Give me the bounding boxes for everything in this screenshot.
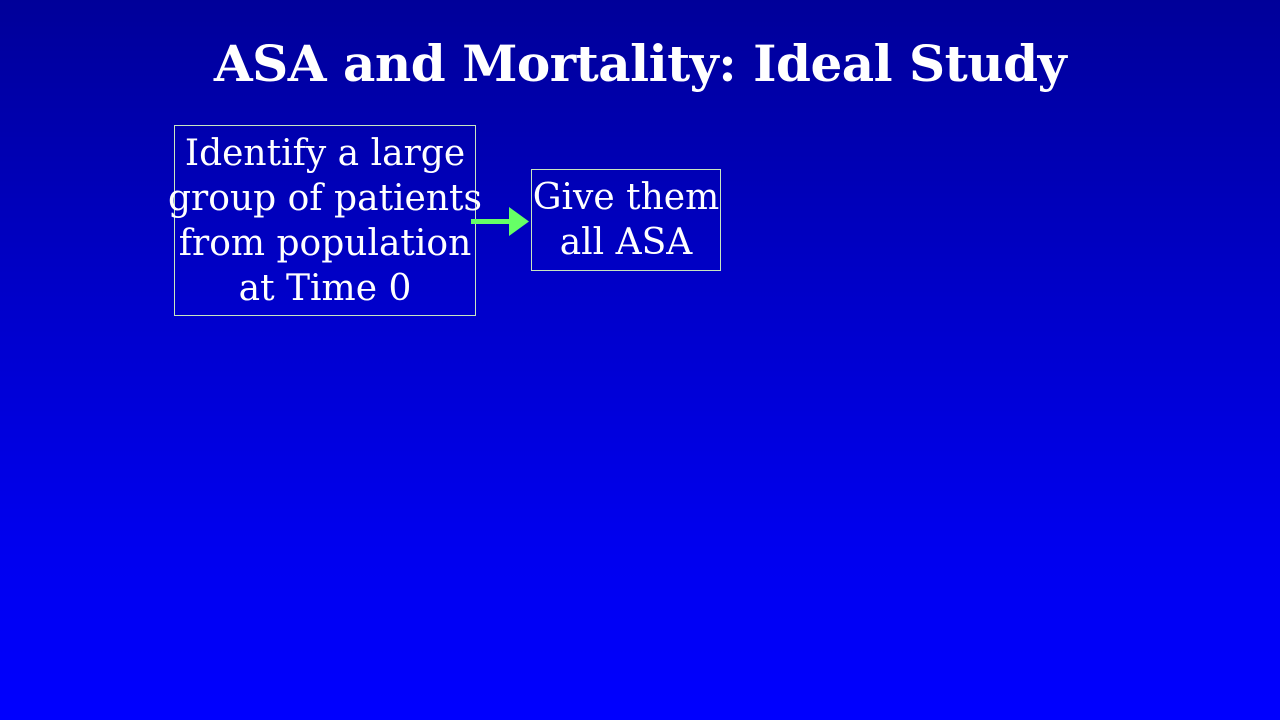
box-text-line: from population bbox=[178, 222, 472, 264]
box-text-line: group of patients bbox=[168, 177, 482, 219]
identify-patients-box: Identify a large group of patients from … bbox=[168, 125, 482, 316]
box-text-line: Identify a large bbox=[184, 132, 466, 174]
arrow-head bbox=[509, 207, 529, 236]
give-asa-box: Give them all ASA bbox=[531, 169, 721, 271]
arrow-shaft bbox=[471, 219, 511, 224]
right-arrow-icon bbox=[471, 207, 529, 236]
box-text-line: all ASA bbox=[559, 222, 693, 263]
box-text-line: Give them bbox=[532, 177, 720, 218]
slide-title: ASA and Mortality: Ideal Study bbox=[213, 34, 1067, 93]
box-text-line: at Time 0 bbox=[238, 267, 412, 309]
